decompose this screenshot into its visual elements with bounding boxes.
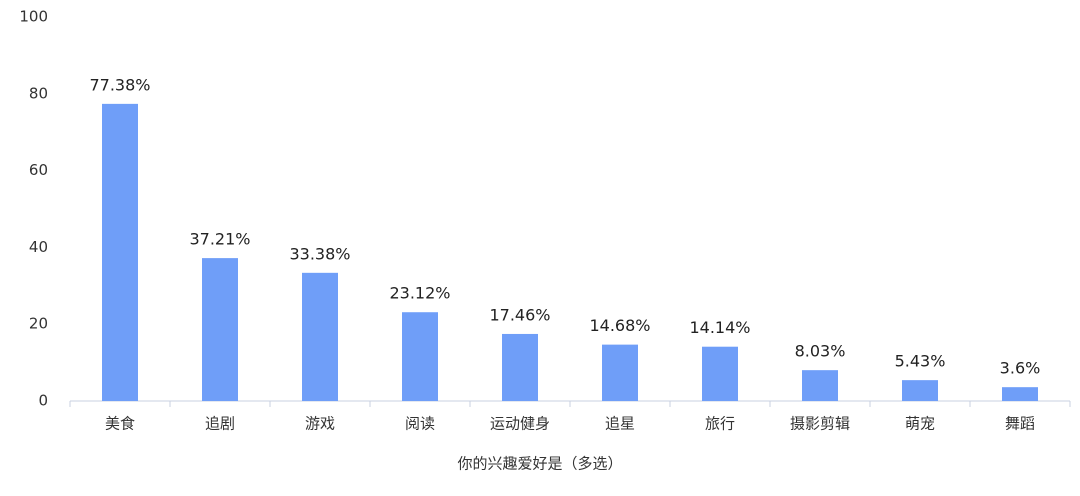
bar [702,346,738,401]
value-label: 14.14% [689,318,750,337]
x-axis-label: 你的兴趣爱好是（多选） [457,455,622,473]
bar [302,272,338,401]
y-tick-label: 100 [19,8,48,26]
bar [202,258,238,401]
x-tick-label: 摄影剪辑 [790,415,850,433]
x-tick-label: 运动健身 [490,415,550,433]
y-tick-label: 20 [29,315,48,333]
bar [102,103,138,401]
y-tick-label: 80 [29,84,48,102]
x-tick-label: 追星 [605,415,635,433]
bar [1002,387,1038,401]
x-tick-label: 萌宠 [905,415,935,433]
x-tick-label: 美食 [105,415,135,433]
bar [602,344,638,401]
bar [802,370,838,401]
value-label: 3.6% [1000,359,1041,378]
value-label: 23.12% [389,284,450,303]
x-tick-label: 旅行 [705,415,735,433]
x-tick-label: 舞蹈 [1005,415,1035,433]
x-tick-label: 游戏 [305,415,335,433]
bar [502,333,538,401]
value-label: 17.46% [489,305,550,324]
y-tick-label: 60 [29,161,48,179]
x-tick-label: 追剧 [205,415,235,433]
value-label: 77.38% [89,75,150,94]
value-label: 14.68% [589,316,650,335]
y-tick-label: 40 [29,238,48,256]
value-label: 8.03% [795,342,846,361]
y-tick-label: 0 [38,392,48,410]
value-label: 5.43% [895,352,946,371]
bar [402,312,438,401]
x-tick-label: 阅读 [405,415,435,433]
bar [902,380,938,401]
value-label: 37.21% [189,230,250,249]
value-label: 33.38% [289,244,350,263]
